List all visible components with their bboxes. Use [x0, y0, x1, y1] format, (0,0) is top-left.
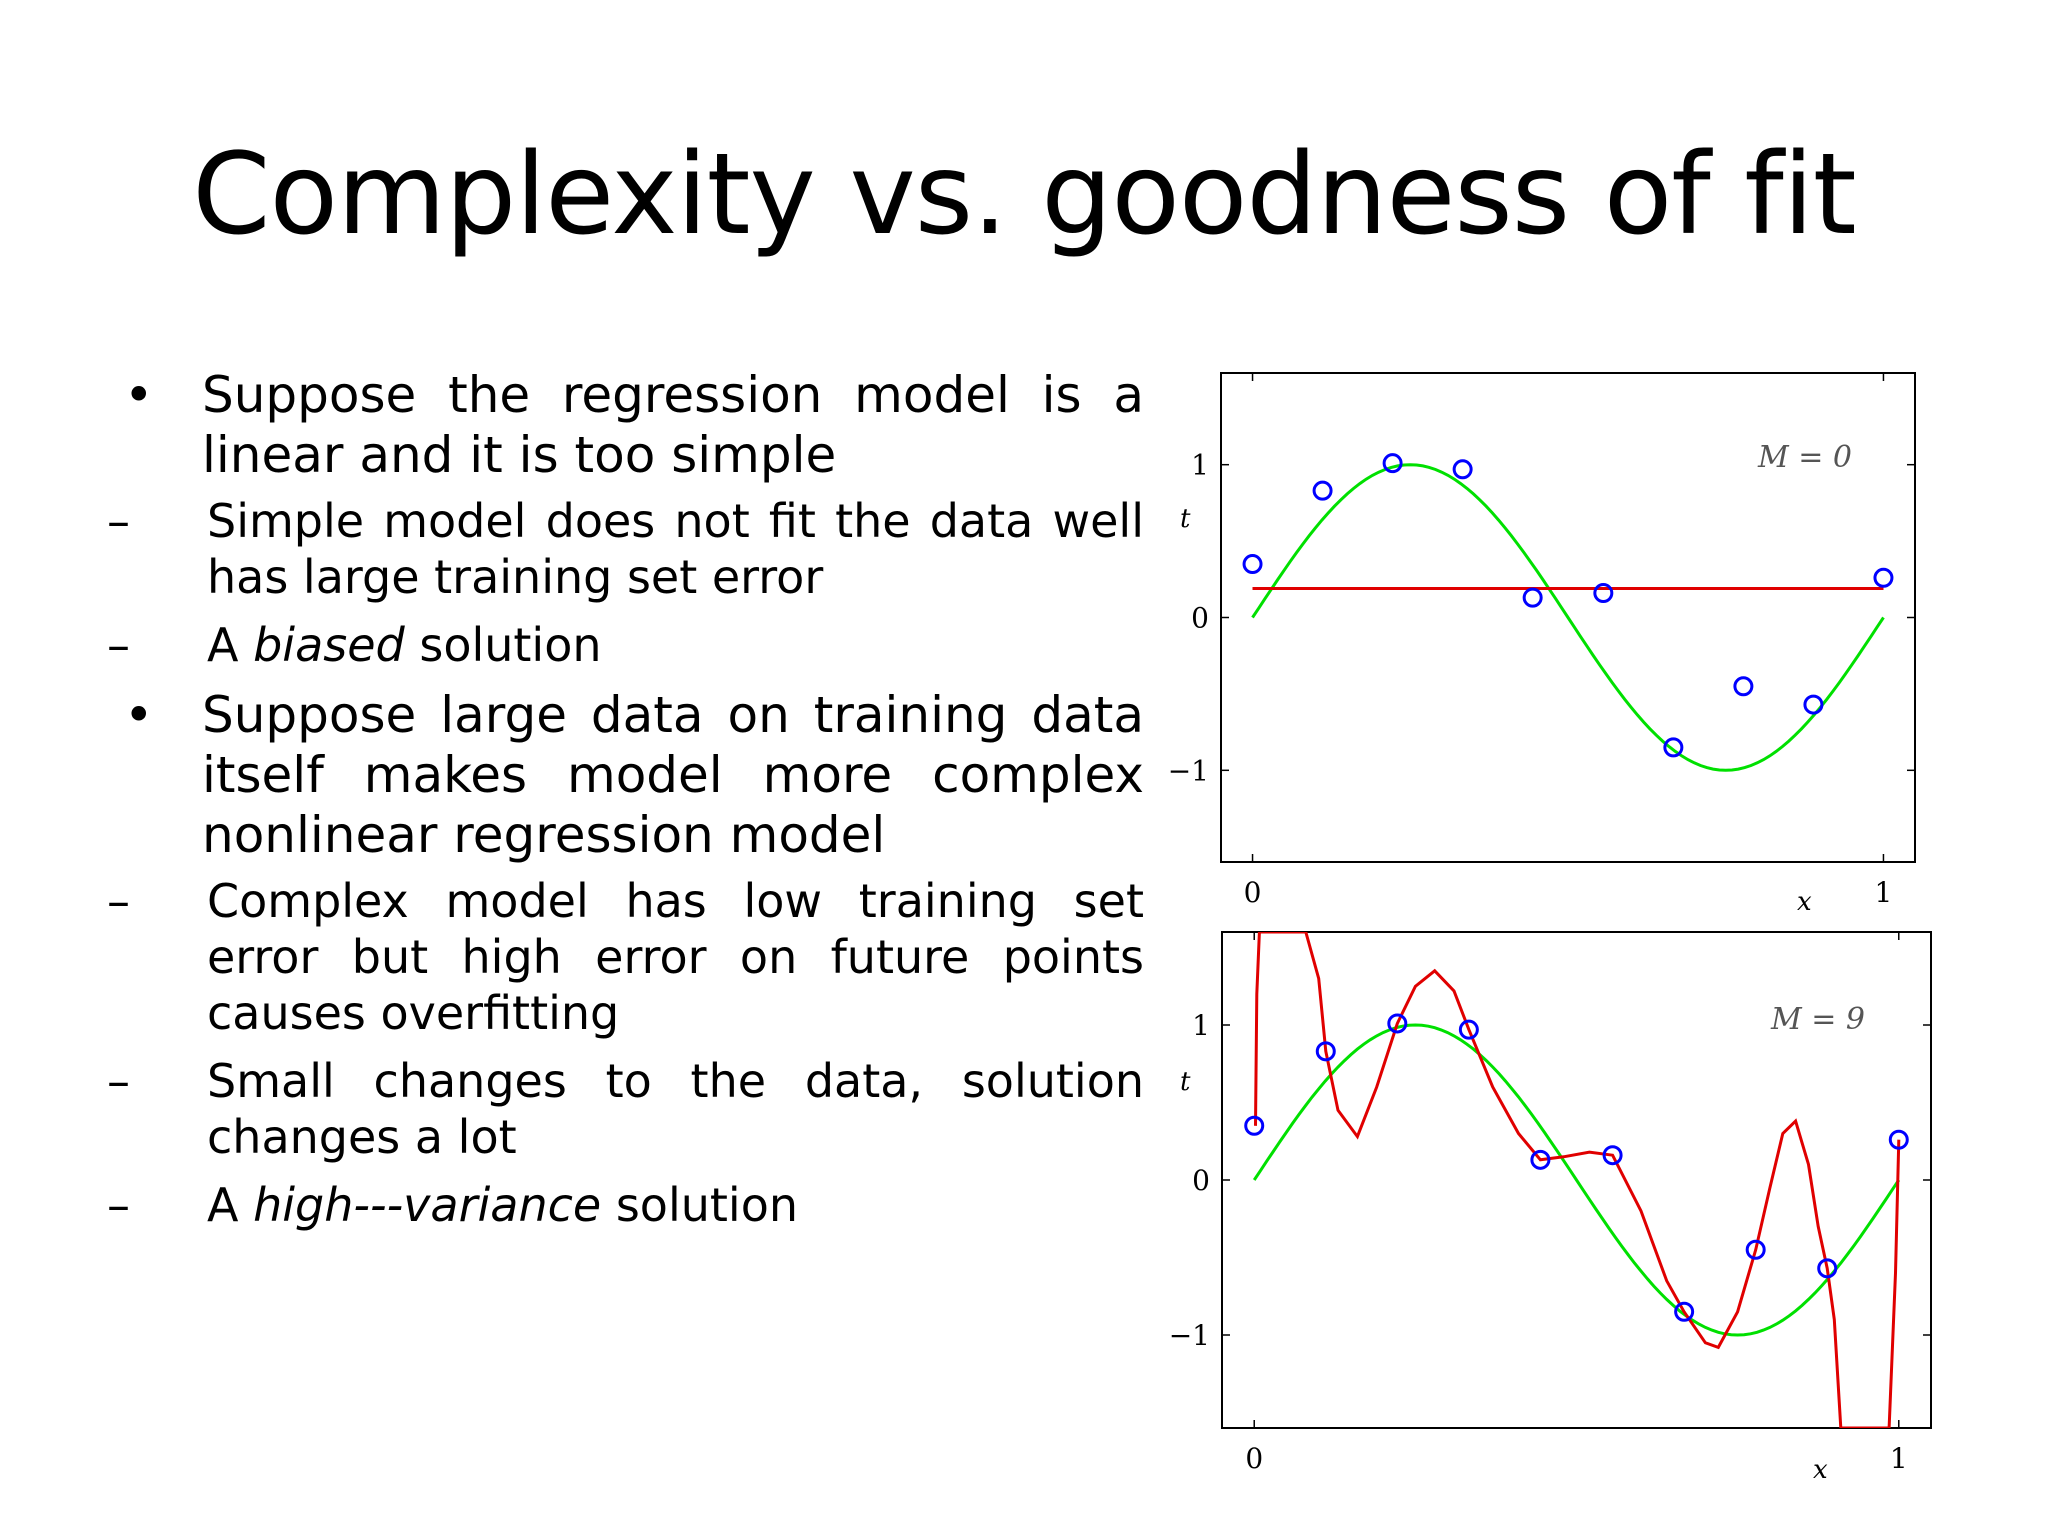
- y-tick-label: 1: [1191, 449, 1209, 482]
- dash-marker: –: [107, 618, 130, 672]
- sub-bullet-text: A: [207, 1178, 254, 1232]
- bullet-marker: •: [124, 366, 154, 424]
- data-point: [1745, 1239, 1766, 1260]
- sub-bullet-item: – Small changes to the data, solution ch…: [107, 1053, 1144, 1165]
- sub-bullet-text: A: [207, 618, 254, 672]
- data-point: [1315, 1041, 1336, 1062]
- data-point: [1387, 1013, 1408, 1034]
- data-point: [1312, 480, 1333, 501]
- data-point: [1458, 1019, 1479, 1040]
- sub-bullet-item: – Simple model does not fit the data wel…: [107, 493, 1144, 605]
- bullet-item: • Suppose large data on training data it…: [118, 685, 1144, 865]
- sub-bullet-text: Simple model does not fit the data well …: [207, 494, 1144, 604]
- y-axis-label: t: [1180, 1067, 1191, 1097]
- data-point: [1873, 567, 1894, 588]
- data-point: [1888, 1129, 1909, 1150]
- sub-bullet-text-tail: solution: [601, 1178, 798, 1232]
- data-point: [1593, 583, 1614, 604]
- slide-body: • Suppose the regression model is a line…: [107, 365, 1144, 1245]
- data-point: [1522, 587, 1543, 608]
- data-point: [1244, 1115, 1265, 1136]
- plot-frame: [1220, 372, 1916, 863]
- x-tick-label: 0: [1245, 1442, 1263, 1475]
- data-point: [1602, 1145, 1623, 1166]
- sub-bullet-item: – A biased solution: [107, 617, 1144, 673]
- y-tick-label: −1: [1168, 754, 1209, 787]
- data-point: [1452, 459, 1473, 480]
- bullet-marker: •: [124, 686, 154, 744]
- bullet-text: Suppose large data on training data itse…: [202, 686, 1144, 864]
- sub-list: – Complex model has low training set err…: [34, 873, 1144, 1233]
- slide-title: Complexity vs. goodness of fit: [192, 130, 1856, 260]
- data-point: [1530, 1149, 1551, 1170]
- dash-marker: –: [107, 1178, 130, 1232]
- data-point: [1242, 554, 1263, 575]
- sub-bullet-item: – Complex model has low training set err…: [107, 873, 1144, 1041]
- y-tick-label: 0: [1191, 602, 1209, 635]
- true-function-line: [1251, 463, 1885, 772]
- bullet-text: Suppose the regression model is a linear…: [202, 366, 1144, 484]
- y-tick-label: 1: [1192, 1009, 1210, 1042]
- data-point: [1663, 737, 1684, 758]
- data-point: [1382, 453, 1403, 474]
- sub-bullet-text: Complex model has low training set error…: [207, 874, 1144, 1040]
- data-point: [1817, 1258, 1838, 1279]
- data-point: [1674, 1301, 1695, 1322]
- true-function-line: [1252, 1023, 1901, 1337]
- emphasis-text: biased: [253, 618, 405, 672]
- bullet-item: • Suppose the regression model is a line…: [118, 365, 1144, 485]
- dash-marker: –: [107, 494, 130, 548]
- sub-bullet-item: – A high---variance solution: [107, 1177, 1144, 1233]
- y-tick-label: 0: [1192, 1164, 1210, 1197]
- x-axis-label: x: [1813, 1455, 1828, 1485]
- plot-frame: [1221, 931, 1932, 1429]
- x-tick-label: 1: [1890, 1442, 1908, 1475]
- sub-bullet-text: Small changes to the data, solution chan…: [207, 1054, 1144, 1164]
- data-point: [1733, 676, 1754, 697]
- data-point: [1803, 694, 1824, 715]
- y-tick-label: −1: [1169, 1319, 1210, 1352]
- y-axis-label: t: [1180, 504, 1191, 534]
- model-order-label: M = 0: [1757, 440, 1852, 475]
- dash-marker: –: [107, 1054, 130, 1108]
- fitted-curve: [1254, 932, 1901, 1428]
- dash-marker: –: [107, 874, 130, 928]
- sub-list: – Simple model does not fit the data wel…: [34, 493, 1144, 673]
- emphasis-text: high---variance: [253, 1178, 602, 1232]
- x-tick-label: 0: [1244, 876, 1262, 909]
- model-order-label: M = 9: [1770, 1002, 1865, 1037]
- x-axis-label: x: [1797, 887, 1812, 917]
- x-tick-label: 1: [1875, 876, 1893, 909]
- sub-bullet-text-tail: solution: [404, 618, 602, 672]
